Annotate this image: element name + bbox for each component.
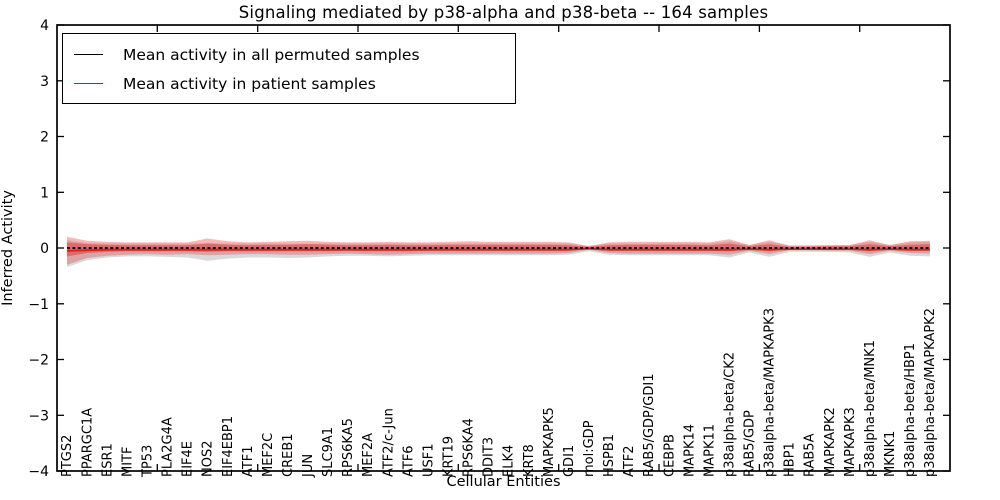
y-tick-label: −2 <box>28 353 49 369</box>
x-tick-label: MEF2A <box>361 433 376 477</box>
x-tick-label: MAPK11 <box>702 424 717 477</box>
x-tick-label: MITF <box>120 447 135 477</box>
legend-line-permuted <box>74 54 103 55</box>
x-tick-label: ATF1 <box>241 445 256 477</box>
x-tick-label: MAPKAPK5 <box>542 407 557 477</box>
x-tick-label: ESR1 <box>100 443 115 477</box>
y-tick-label: −1 <box>28 297 49 313</box>
x-tick-label: PTGS2 <box>60 435 75 477</box>
y-tick-label: 3 <box>40 74 49 90</box>
x-tick-label: GDI1 <box>562 445 577 477</box>
x-tick-label: RAB5/GDP/GDI1 <box>642 374 657 477</box>
x-tick-label: mol:GDP <box>582 420 597 477</box>
x-tick-label: p38alpha-beta/MNK1 <box>863 340 878 477</box>
x-tick-label: RAB5/GDP <box>743 410 758 477</box>
y-tick-label: 2 <box>40 130 49 146</box>
x-tick-label: PLA2G4A <box>161 417 176 477</box>
x-tick-label: MAPK14 <box>682 424 697 477</box>
x-tick-label: p38alpha-beta/MAPKAPK2 <box>923 308 938 477</box>
x-tick-label: SLC9A1 <box>321 427 336 477</box>
x-tick-label: RPS6KA4 <box>462 418 477 477</box>
legend-label: Mean activity in all permuted samples <box>123 45 420 64</box>
x-tick-label: MKNK1 <box>883 431 898 477</box>
x-tick-label: JUN <box>301 454 316 478</box>
y-tick-label: −4 <box>28 464 49 480</box>
x-tick-label: MEF2C <box>261 433 276 477</box>
y-axis-title: Inferred Activity <box>0 190 16 306</box>
x-axis-title: Cellular Entities <box>446 474 561 490</box>
x-tick-label: ATF2 <box>622 445 637 477</box>
legend-line-patient <box>74 83 103 84</box>
y-tick-label: 1 <box>40 185 49 201</box>
x-tick-label: DDIT3 <box>482 437 497 477</box>
legend-item: Mean activity in patient samples <box>63 69 515 98</box>
x-ticks <box>156 25 861 471</box>
x-tick-label: ATF6 <box>401 445 416 477</box>
x-tick-label: CEBPB <box>662 434 677 477</box>
x-tick-label: HSPB1 <box>602 434 617 477</box>
x-tick-label: p38alpha-beta/CK2 <box>722 352 737 477</box>
x-tick-label: KRT8 <box>522 444 537 477</box>
legend: Mean activity in all permuted samples Me… <box>62 33 516 104</box>
x-tick-label: NOS2 <box>201 441 216 477</box>
x-tick-label: p38alpha-beta/HBP1 <box>903 343 918 477</box>
x-tick-label: ELK4 <box>502 445 517 477</box>
legend-item: Mean activity in all permuted samples <box>63 40 515 69</box>
chart-title: Signaling mediated by p38-alpha and p38-… <box>238 3 769 22</box>
x-tick-label: RPS6KA5 <box>341 418 356 477</box>
y-ticks: −4 −3 −2 −1 0 1 2 3 4 <box>28 18 950 480</box>
x-tick-label: TP53 <box>141 445 156 478</box>
y-tick-label: −3 <box>28 408 49 424</box>
legend-label: Mean activity in patient samples <box>123 74 376 93</box>
x-tick-label: RAB5A <box>803 433 818 477</box>
patient-mean-line <box>67 247 930 252</box>
x-tick-label: CREB1 <box>281 433 296 477</box>
x-tick-label: MAPKAPK3 <box>843 407 858 477</box>
x-tick-label: KRT19 <box>442 436 457 477</box>
x-tick-label: EIF4E <box>181 441 196 477</box>
y-tick-label: 0 <box>40 241 49 257</box>
x-tick-label: p38alpha-beta/MAPKAPK3 <box>763 308 778 477</box>
x-tick-label: USF1 <box>421 443 436 477</box>
x-tick-label: HBP1 <box>783 442 798 477</box>
y-tick-label: 4 <box>40 18 49 34</box>
x-tick-label: PPARGC1A <box>80 408 95 477</box>
x-tick-label: EIF4EBP1 <box>221 416 236 477</box>
x-tick-label: MAPKAPK2 <box>823 407 838 477</box>
x-tick-label: ATF2/c-Jun <box>381 408 396 477</box>
x-tick-labels: PTGS2 PPARGC1A ESR1 MITF TP53 PLA2G4A EIF4E NOS… <box>60 308 938 478</box>
